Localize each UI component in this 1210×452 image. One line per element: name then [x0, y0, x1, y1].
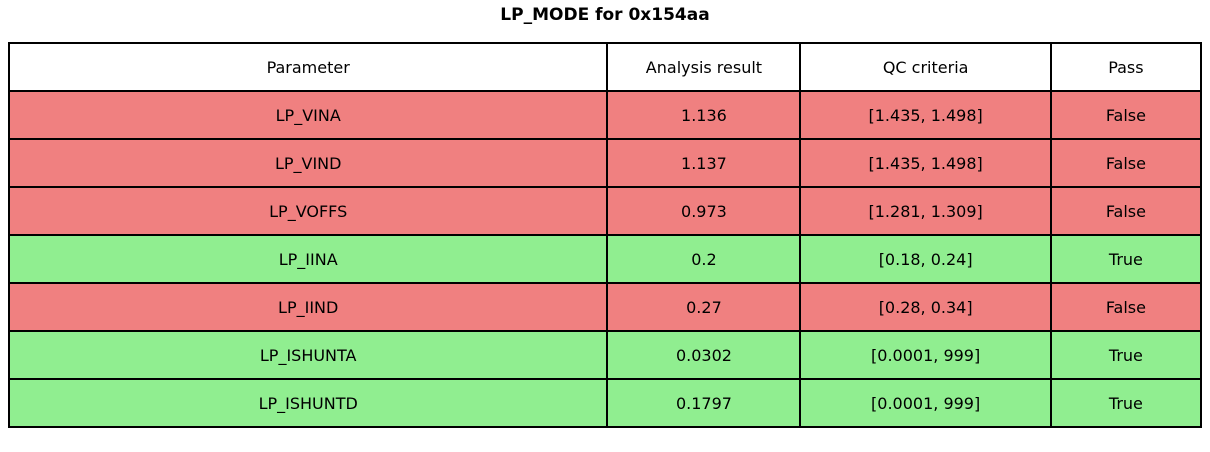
column-header-parameter: Parameter [7, 42, 609, 92]
cell-qc-criteria: [1.435, 1.498] [799, 90, 1052, 140]
header-row: Parameter Analysis result QC criteria Pa… [7, 42, 1203, 92]
table-row: LP_IIND 0.27 [0.28, 0.34] False [7, 282, 1203, 332]
cell-pass: True [1049, 234, 1203, 284]
table-row: LP_ISHUNTD 0.1797 [0.0001, 999] True [7, 378, 1203, 428]
cell-pass: False [1049, 282, 1203, 332]
cell-parameter: LP_IIND [7, 282, 609, 332]
cell-parameter: LP_IINA [7, 234, 609, 284]
column-header-qc-criteria: QC criteria [799, 42, 1052, 92]
cell-parameter: LP_VIND [7, 138, 609, 188]
cell-analysis-result: 0.0302 [606, 330, 802, 380]
table-row: LP_VINA 1.136 [1.435, 1.498] False [7, 90, 1203, 140]
qc-results-table: Parameter Analysis result QC criteria Pa… [7, 42, 1203, 428]
table-header: Parameter Analysis result QC criteria Pa… [7, 42, 1203, 92]
cell-analysis-result: 1.137 [606, 138, 802, 188]
cell-qc-criteria: [1.281, 1.309] [799, 186, 1052, 236]
table-body: LP_VINA 1.136 [1.435, 1.498] False LP_VI… [7, 90, 1203, 428]
cell-pass: True [1049, 378, 1203, 428]
table-row: LP_VOFFS 0.973 [1.281, 1.309] False [7, 186, 1203, 236]
column-header-pass: Pass [1049, 42, 1203, 92]
table-row: LP_ISHUNTA 0.0302 [0.0001, 999] True [7, 330, 1203, 380]
cell-parameter: LP_ISHUNTA [7, 330, 609, 380]
cell-qc-criteria: [0.28, 0.34] [799, 282, 1052, 332]
cell-analysis-result: 0.973 [606, 186, 802, 236]
cell-qc-criteria: [0.18, 0.24] [799, 234, 1052, 284]
cell-analysis-result: 0.2 [606, 234, 802, 284]
cell-pass: True [1049, 330, 1203, 380]
table-row: LP_VIND 1.137 [1.435, 1.498] False [7, 138, 1203, 188]
cell-pass: False [1049, 138, 1203, 188]
page-title: LP_MODE for 0x154aa [500, 5, 710, 25]
cell-qc-criteria: [0.0001, 999] [799, 378, 1052, 428]
cell-qc-criteria: [1.435, 1.498] [799, 138, 1052, 188]
cell-pass: False [1049, 90, 1203, 140]
cell-pass: False [1049, 186, 1203, 236]
cell-parameter: LP_VOFFS [7, 186, 609, 236]
cell-parameter: LP_VINA [7, 90, 609, 140]
cell-analysis-result: 1.136 [606, 90, 802, 140]
table-row: LP_IINA 0.2 [0.18, 0.24] True [7, 234, 1203, 284]
column-header-analysis-result: Analysis result [606, 42, 802, 92]
cell-analysis-result: 0.27 [606, 282, 802, 332]
cell-qc-criteria: [0.0001, 999] [799, 330, 1052, 380]
cell-parameter: LP_ISHUNTD [7, 378, 609, 428]
cell-analysis-result: 0.1797 [606, 378, 802, 428]
